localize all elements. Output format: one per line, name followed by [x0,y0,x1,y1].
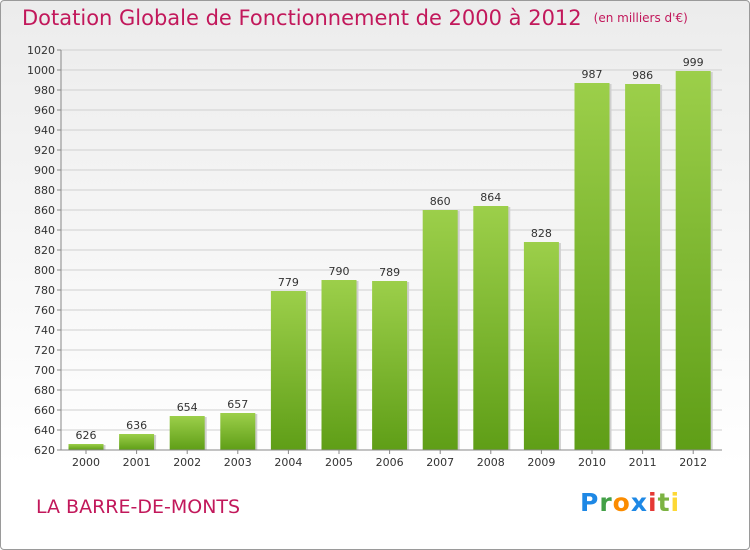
y-tick-label: 800 [34,264,55,277]
bar [473,206,509,450]
data-label: 779 [278,276,299,289]
data-label: 626 [76,429,97,442]
bar [68,444,104,450]
bars [68,71,713,450]
y-tick-label: 820 [34,244,55,257]
chart-title: Dotation Globale de Fonctionnement de 20… [22,6,688,30]
bar [270,291,306,450]
x-tick-label: 2004 [274,456,302,469]
x-tick-label: 2009 [527,456,555,469]
bar-chart: 620 640 660 680 700 720 740 760 780 800 820 840 860 8… [27,44,722,469]
y-tick-label: 680 [34,384,55,397]
bar [169,416,205,450]
x-tick-label: 2005 [325,456,353,469]
title-text: Dotation Globale de Fonctionnement de 20… [22,6,582,30]
x-tick-label: 2006 [376,456,404,469]
data-label: 987 [582,68,603,81]
x-tick-label: 2010 [578,456,606,469]
y-tick-label: 1000 [27,64,55,77]
labels: 620 640 660 680 700 720 740 760 780 800 820 840 860 8… [27,44,707,469]
bar [372,281,408,450]
data-label: 654 [177,401,198,414]
bar [675,71,711,450]
y-tick-label: 700 [34,364,55,377]
data-label: 790 [329,265,350,278]
x-tick-label: 2001 [123,456,151,469]
proxiti-logo[interactable]: Proxiti [580,488,680,517]
data-label: 864 [480,191,501,204]
x-tick-label: 2011 [629,456,657,469]
y-tick-label: 920 [34,144,55,157]
x-tick-label: 2000 [72,456,100,469]
y-tick-label: 840 [34,224,55,237]
logo-letter: o [612,488,631,517]
logo-letter: t [657,488,671,517]
x-tick-label: 2007 [426,456,454,469]
logo-letter: i [670,488,681,517]
logo-letter: P [580,488,600,517]
logo-letter: r [599,488,613,517]
commune-name: LA BARRE-DE-MONTS [36,496,241,518]
bar [119,434,155,450]
bar [422,210,458,450]
y-tick-label: 940 [34,124,55,137]
x-tick-label: 2008 [477,456,505,469]
y-tick-label: 960 [34,104,55,117]
y-tick-label: 880 [34,184,55,197]
y-tick-label: 780 [34,284,55,297]
data-label: 789 [379,266,400,279]
y-tick-label: 860 [34,204,55,217]
axes [57,49,722,454]
bar [523,242,559,450]
data-label: 986 [632,69,653,82]
y-tick-label: 620 [34,444,55,457]
unit-label: (en milliers d'€) [593,11,688,25]
bar [321,280,357,450]
data-label: 999 [683,56,704,69]
y-tick-label: 640 [34,424,55,437]
y-tick-label: 740 [34,324,55,337]
y-tick-label: 980 [34,84,55,97]
data-label: 828 [531,227,552,240]
bar [574,83,610,450]
logo-letter: x [630,488,648,517]
bar [220,413,256,450]
y-tick-label: 660 [34,404,55,417]
y-tick-label: 900 [34,164,55,177]
data-label: 657 [227,398,248,411]
x-tick-label: 2002 [173,456,201,469]
x-tick-label: 2012 [679,456,707,469]
logo-letter: i [648,488,658,517]
y-tick-label: 760 [34,304,55,317]
data-label: 636 [126,419,147,432]
y-tick-label: 1020 [27,44,55,57]
data-label: 860 [430,195,451,208]
x-tick-label: 2003 [224,456,252,469]
y-tick-label: 720 [34,344,55,357]
bar [625,84,661,450]
